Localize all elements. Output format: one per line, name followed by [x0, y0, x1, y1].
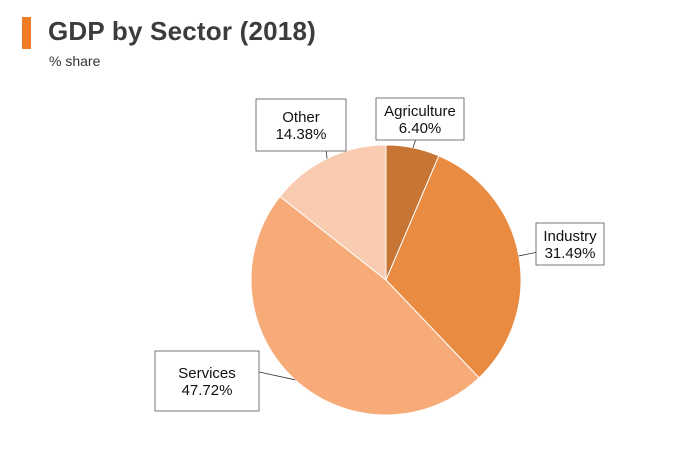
leader-line-other [325, 150, 328, 159]
leader-line-agriculture [412, 139, 416, 148]
slice-name-label: Industry [543, 228, 597, 245]
label-box-frame [154, 350, 260, 412]
pie-slice-other [279, 144, 387, 282]
label-box-frame [255, 98, 347, 152]
chart-title: GDP by Sector (2018) [48, 16, 316, 46]
title-accent-bar [22, 17, 31, 49]
slice-name-label: Services [178, 365, 236, 382]
slice-value-label: 31.49% [545, 245, 596, 262]
slice-name-label: Other [282, 109, 320, 126]
slice-name-label: Agriculture [384, 103, 456, 120]
leader-line-services [258, 371, 296, 381]
slice-value-label: 14.38% [276, 126, 327, 143]
label-leader-lines [258, 139, 537, 381]
pie-slices [250, 144, 522, 416]
slice-value-label: 6.40% [399, 120, 442, 137]
label-box-frame [375, 97, 465, 141]
label-box-frame [535, 222, 605, 266]
chart-subtitle: % share [49, 53, 101, 69]
leader-line-industry [518, 252, 537, 257]
slice-value-label: 47.72% [182, 382, 233, 399]
